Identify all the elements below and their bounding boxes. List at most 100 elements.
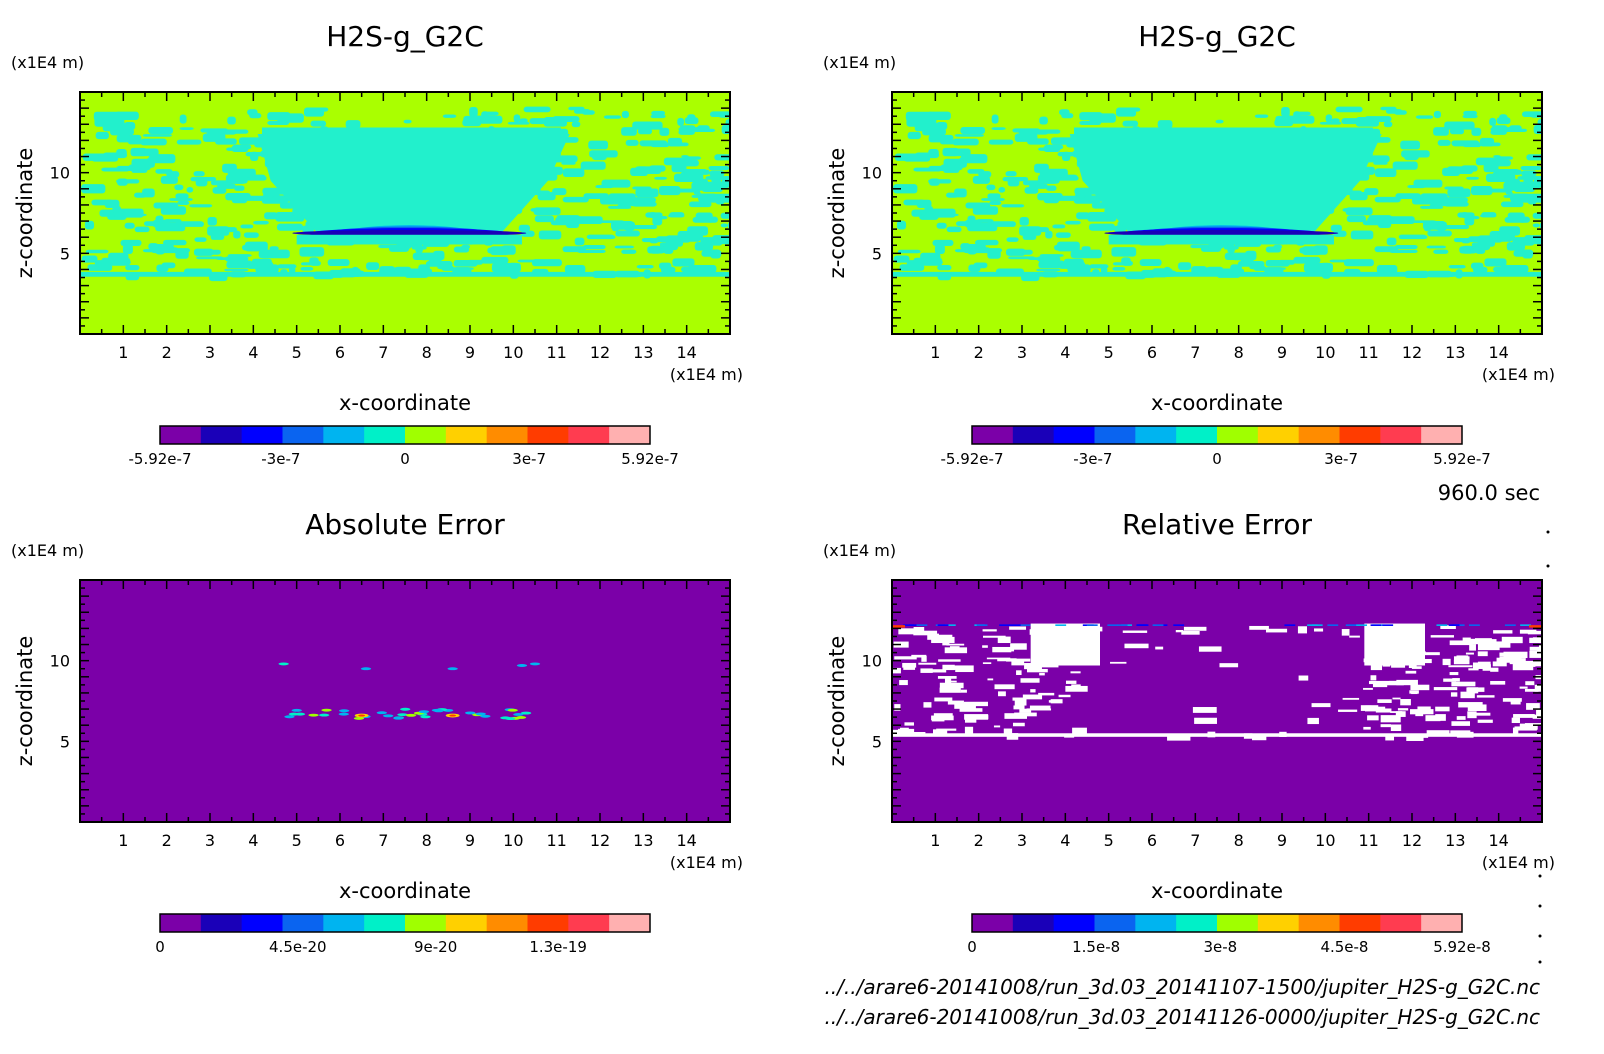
field-blob	[693, 191, 701, 195]
error-blob	[982, 629, 997, 632]
colorbar-label: 0	[1212, 450, 1222, 468]
field-blob	[663, 157, 692, 166]
error-edge	[1520, 624, 1531, 626]
error-blob	[929, 634, 953, 639]
x-tick-label: 9	[1277, 343, 1287, 362]
error-blob	[1449, 640, 1473, 646]
field-blob	[418, 264, 430, 272]
plume-top	[262, 127, 561, 136]
x-unit-label: (x1E4 m)	[1482, 365, 1555, 384]
field-blob	[1490, 129, 1507, 135]
x-tick-label: 12	[1402, 343, 1422, 362]
error-blob	[1442, 658, 1451, 666]
colorbar-frame	[971, 425, 1463, 445]
field-blob	[1299, 247, 1322, 254]
field-blob	[1420, 193, 1448, 202]
field-blob	[1190, 244, 1212, 249]
error-blob	[1395, 711, 1406, 717]
error-blob	[1192, 707, 1217, 713]
field-blob	[986, 184, 996, 191]
field-blob	[1433, 110, 1441, 119]
error-blob	[1426, 730, 1450, 736]
heatmap-field	[892, 92, 1542, 334]
field-blob	[1254, 114, 1269, 118]
error-blob	[903, 666, 916, 670]
error-blob	[987, 678, 994, 681]
field-blob	[1440, 224, 1470, 230]
error-blob	[1038, 692, 1055, 696]
field-blob	[1522, 249, 1533, 259]
field-blob	[238, 137, 262, 145]
field-blob	[1461, 245, 1474, 254]
field-blob	[913, 167, 942, 172]
error-blob	[1449, 672, 1459, 676]
field-blob	[411, 245, 427, 250]
error-blob	[1122, 630, 1148, 633]
x-tick-label: 6	[335, 343, 345, 362]
field-blob	[518, 224, 530, 232]
colorbar-swatch	[1176, 914, 1218, 932]
field-blob	[1493, 155, 1501, 158]
error-edge	[1152, 624, 1164, 626]
field-blob	[654, 176, 667, 180]
field-blob	[1420, 205, 1444, 209]
heatmap-field	[80, 92, 730, 334]
field-blob	[227, 254, 252, 257]
error-blob	[1009, 626, 1027, 630]
error-blob	[1456, 716, 1466, 720]
error-blob	[1372, 683, 1388, 688]
field-blob	[1481, 212, 1497, 218]
error-blob	[1198, 646, 1222, 652]
stray-dot	[1538, 960, 1542, 964]
error-blob	[994, 684, 1015, 690]
field-blob	[903, 154, 931, 162]
colorbar-label: 0	[967, 938, 977, 956]
field-blob	[991, 114, 999, 124]
error-blob	[1443, 678, 1457, 682]
y-tick-label: 5	[872, 244, 882, 263]
error-edge	[944, 624, 956, 626]
colorbar-swatch	[364, 914, 406, 932]
error-blob	[1014, 698, 1027, 706]
x-tick-label: 13	[1445, 831, 1465, 850]
field-blob	[1475, 157, 1504, 166]
error-blob	[1417, 706, 1431, 711]
field-blob	[310, 120, 327, 127]
field-blob	[603, 115, 622, 119]
colorbar-label: -5.92e-7	[941, 450, 1004, 468]
error-blob	[899, 680, 908, 686]
field-blob	[120, 239, 142, 247]
field-blob	[243, 232, 259, 238]
x-tick-label: 14	[1488, 343, 1508, 362]
field-blob	[1335, 106, 1363, 113]
field-blob	[453, 246, 470, 253]
field-blob	[164, 219, 182, 223]
stray-dot	[1538, 904, 1542, 908]
field-blob	[210, 180, 232, 186]
field-band	[892, 271, 1542, 277]
field-blob	[276, 223, 303, 231]
field-blob	[897, 249, 921, 254]
error-blob	[1030, 689, 1036, 693]
field-blob	[1249, 265, 1266, 270]
colorbar-label: -3e-7	[261, 450, 300, 468]
x-tick-label: 10	[1315, 831, 1335, 850]
field-blob	[580, 161, 606, 170]
error-spot	[513, 713, 524, 716]
error-blob	[1400, 699, 1411, 706]
field-blob	[1088, 223, 1115, 231]
field-blob	[153, 223, 177, 228]
field-blob	[1500, 264, 1529, 273]
x-tick-label: 2	[974, 343, 984, 362]
error-blob	[1524, 688, 1539, 692]
field-blob	[928, 179, 952, 184]
field-blob	[1002, 176, 1029, 182]
error-blob	[934, 697, 953, 702]
error-blob	[1175, 629, 1184, 633]
field-blob	[942, 147, 959, 157]
error-edge	[892, 625, 905, 628]
x-tick-label: 1	[930, 831, 940, 850]
field-blob	[671, 163, 687, 173]
colorbar-swatch	[282, 914, 324, 932]
error-blob	[902, 662, 917, 668]
